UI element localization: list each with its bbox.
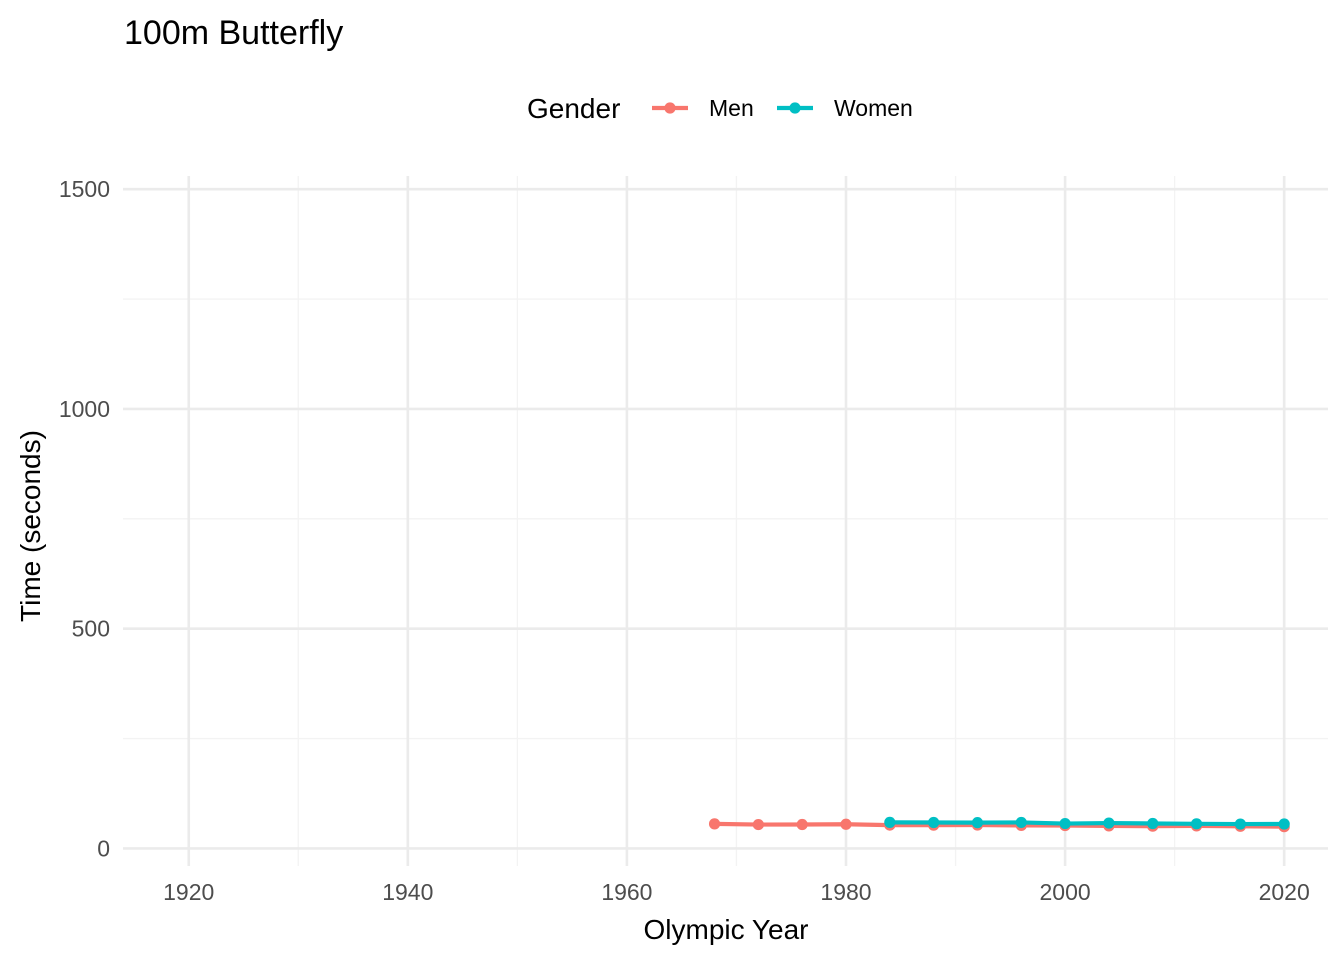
y-tick-label: 0	[97, 835, 110, 861]
x-tick-label: 1940	[382, 879, 433, 905]
data-point	[1103, 817, 1115, 829]
plot-grid	[123, 176, 1328, 866]
data-point	[752, 818, 764, 831]
y-tick-label: 1500	[59, 176, 110, 202]
y-tick-label: 500	[72, 616, 110, 642]
x-tick-label: 2000	[1040, 879, 1091, 905]
x-tick-label: 1960	[601, 879, 652, 905]
legend-item-women: Women	[777, 95, 913, 121]
data-point	[884, 816, 896, 828]
data-point	[708, 818, 721, 830]
x-tick-label: 2020	[1259, 879, 1310, 905]
data-point	[796, 818, 808, 831]
chart-title: 100m Butterfly	[124, 14, 343, 52]
data-point	[1278, 818, 1290, 830]
series-women	[884, 816, 1290, 830]
legend-label: Women	[834, 95, 913, 121]
x-tick-label: 1920	[163, 879, 214, 905]
data-point	[1190, 818, 1203, 830]
legend-key-point	[664, 102, 676, 114]
data-point	[1015, 816, 1027, 829]
x-axis-title: Olympic Year	[644, 914, 809, 945]
y-tick-label: 1000	[59, 396, 110, 422]
series-line	[889, 820, 1285, 827]
y-axis: 0 500 1000 1500	[59, 176, 110, 861]
legend: Gender Men Women	[527, 93, 913, 124]
y-axis-title: Time (seconds)	[15, 430, 46, 622]
data-point	[840, 818, 852, 830]
legend-title: Gender	[527, 93, 620, 124]
data-point	[1059, 817, 1071, 830]
data-point	[971, 817, 984, 829]
data-point	[1234, 818, 1246, 830]
series-layer	[708, 816, 1290, 833]
legend-label: Men	[709, 95, 754, 121]
data-point	[1147, 817, 1159, 830]
data-point	[928, 816, 940, 829]
legend-key-point	[789, 102, 801, 114]
series-line	[714, 821, 1285, 829]
x-tick-label: 1980	[820, 879, 871, 905]
legend-item-men: Men	[652, 95, 754, 121]
x-axis: 1920 1940 1960 1980 2000 2020	[163, 879, 1310, 905]
